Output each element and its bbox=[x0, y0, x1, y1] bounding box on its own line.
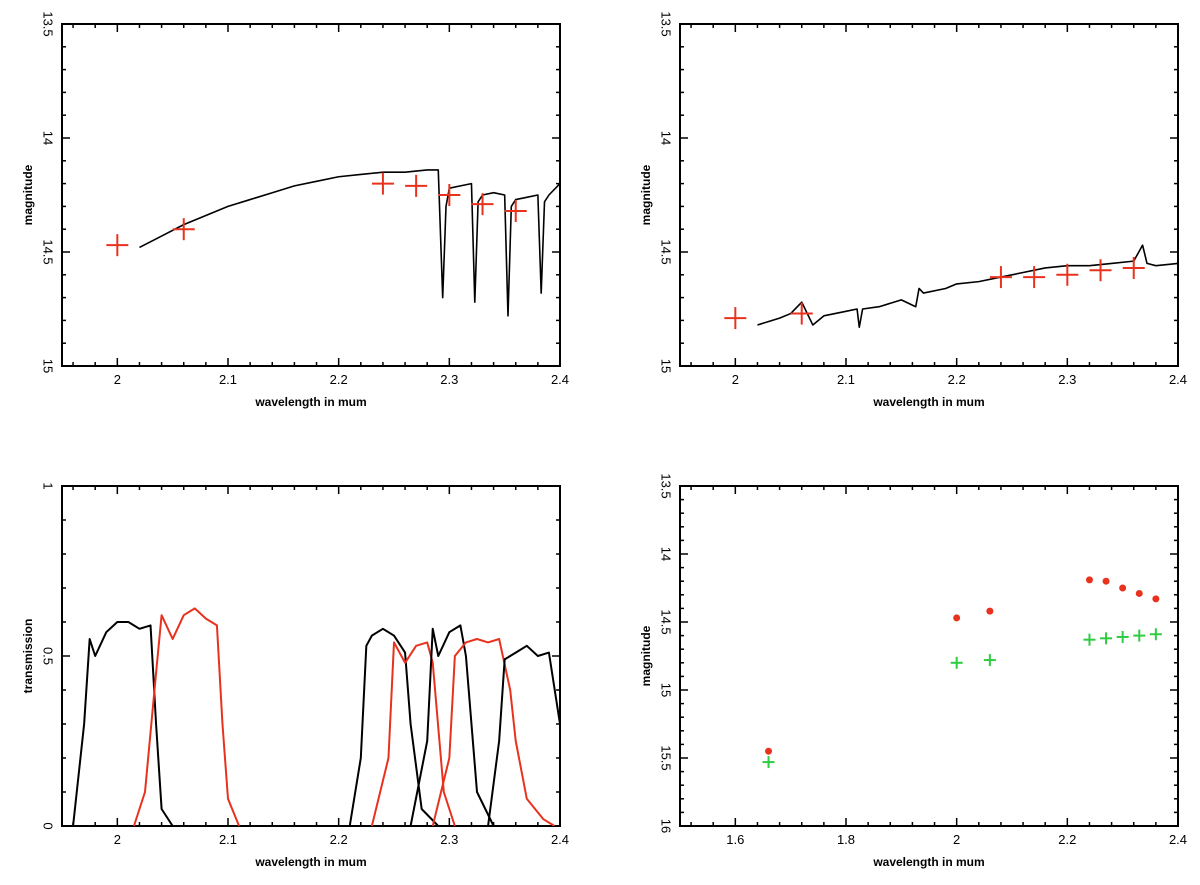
y-axis-label: magnitude bbox=[21, 164, 35, 225]
filter-curve-2 bbox=[348, 627, 439, 826]
plus-marker bbox=[504, 199, 527, 222]
y-tick-label: 13.5 bbox=[659, 11, 674, 36]
x-tick-label: 2.2 bbox=[1058, 832, 1076, 847]
dot-marker bbox=[765, 747, 773, 755]
plus-marker bbox=[1149, 628, 1162, 641]
plus-marker bbox=[1100, 632, 1113, 645]
x-tick-label: 2.2 bbox=[948, 372, 966, 387]
plot-frame bbox=[679, 23, 1179, 367]
y-tick-label: 14.5 bbox=[41, 239, 56, 264]
y-tick-label: 13.5 bbox=[659, 473, 674, 498]
y-tick-label: 16 bbox=[659, 819, 674, 833]
y-axis-label: magnitude bbox=[639, 625, 653, 686]
plus-marker bbox=[106, 234, 129, 257]
y-tick-label: 15 bbox=[659, 359, 674, 373]
filter-curve-1 bbox=[132, 607, 240, 826]
x-tick-label: 2.2 bbox=[330, 832, 348, 847]
x-axis-label: wavelength in mum bbox=[254, 395, 366, 409]
plot-area bbox=[106, 169, 560, 317]
y-axis-label: transmission bbox=[21, 619, 35, 694]
x-tick-label: 2 bbox=[114, 832, 121, 847]
dot-marker bbox=[1152, 595, 1160, 603]
chart-panel-top-left: 2 2.1 2.2 2.3 2.4 13.5 14 14.5 15 wavelength in m… bbox=[21, 11, 569, 409]
plus-marker bbox=[1122, 256, 1145, 279]
plot-frame bbox=[61, 485, 561, 827]
plus-marker bbox=[371, 172, 394, 195]
x-tick-label: 1.6 bbox=[726, 832, 744, 847]
plus-marker bbox=[983, 654, 996, 667]
x-axis-label: wavelength in mum bbox=[254, 855, 366, 869]
x-tick-label: 2.4 bbox=[1169, 832, 1187, 847]
y-tick-label: 1 bbox=[41, 482, 56, 489]
dot-marker bbox=[1135, 589, 1143, 597]
plot-area bbox=[724, 244, 1178, 330]
plus-marker bbox=[989, 266, 1012, 289]
x-tick-label: 2.4 bbox=[551, 372, 569, 387]
plus-marker bbox=[1056, 263, 1079, 286]
x-tick-label: 2.4 bbox=[551, 832, 569, 847]
filter-curve-5 bbox=[431, 638, 555, 826]
x-tick-label: 2.3 bbox=[1058, 372, 1076, 387]
x-tick-label: 2.1 bbox=[837, 372, 855, 387]
plot-area bbox=[762, 576, 1162, 769]
y-tick-label: 13.5 bbox=[41, 11, 56, 36]
plot-frame bbox=[61, 23, 561, 367]
chart-panel-top-right: 2 2.1 2.2 2.3 2.4 13.5 14 14.5 15 wavelength in m… bbox=[639, 11, 1187, 409]
plus-marker bbox=[1023, 266, 1046, 289]
dot-marker bbox=[986, 607, 994, 615]
plus-marker bbox=[471, 193, 494, 216]
y-tick-label: 14 bbox=[659, 547, 674, 561]
y-axis-label: magnitude bbox=[639, 164, 653, 225]
chart-panel-bottom-right: 1.6 1.8 2 2.2 2.4 13.5 14 14.5 15 15.5 16 wavelengt… bbox=[639, 473, 1187, 869]
x-tick-label: 2 bbox=[114, 372, 121, 387]
dot-marker bbox=[1119, 584, 1127, 592]
dot-marker bbox=[1085, 576, 1093, 584]
filter-curve-4 bbox=[409, 624, 495, 826]
x-tick-label: 2.3 bbox=[440, 832, 458, 847]
plot-area bbox=[72, 607, 560, 826]
y-tick-label: 14.5 bbox=[659, 239, 674, 264]
plus-marker bbox=[950, 656, 963, 669]
filter-curve-3 bbox=[370, 641, 456, 826]
plus-marker bbox=[1083, 633, 1096, 646]
chart-panel-bottom-left: 2 2.1 2.2 2.3 2.4 0 0.5 1 wavelength in mum trans… bbox=[21, 482, 569, 869]
plus-marker bbox=[724, 307, 747, 330]
plus-marker bbox=[790, 302, 813, 325]
x-tick-label: 2.3 bbox=[440, 372, 458, 387]
x-tick-label: 2 bbox=[732, 372, 739, 387]
plus-marker bbox=[405, 174, 428, 197]
x-tick-label: 2 bbox=[953, 832, 960, 847]
x-tick-label: 2.1 bbox=[219, 832, 237, 847]
plus-marker bbox=[762, 756, 775, 769]
plus-marker bbox=[1089, 259, 1112, 282]
plus-marker bbox=[1116, 630, 1129, 643]
spectrum-line-0 bbox=[139, 169, 560, 317]
y-tick-label: 14 bbox=[659, 131, 674, 145]
y-tick-label: 14.5 bbox=[659, 609, 674, 634]
plus-marker bbox=[1133, 629, 1146, 642]
dot-marker bbox=[1102, 577, 1110, 585]
y-tick-label: 15.5 bbox=[659, 745, 674, 770]
y-tick-label: 0.5 bbox=[41, 647, 56, 665]
spectrum-line-0 bbox=[757, 244, 1178, 329]
plot-frame bbox=[679, 485, 1179, 827]
filter-curve-0 bbox=[72, 621, 174, 826]
dot-marker bbox=[953, 614, 961, 622]
x-tick-label: 2.4 bbox=[1169, 372, 1187, 387]
y-tick-label: 14 bbox=[41, 131, 56, 145]
y-tick-label: 15 bbox=[659, 683, 674, 697]
y-tick-label: 0 bbox=[41, 822, 56, 829]
y-tick-label: 15 bbox=[41, 359, 56, 373]
filter-curve-6 bbox=[487, 644, 560, 826]
x-tick-label: 2.1 bbox=[219, 372, 237, 387]
x-tick-label: 2.2 bbox=[330, 372, 348, 387]
x-axis-label: wavelength in mum bbox=[872, 395, 984, 409]
plus-marker bbox=[438, 184, 461, 206]
x-axis-label: wavelength in mum bbox=[872, 855, 984, 869]
plus-marker bbox=[172, 218, 195, 241]
x-tick-label: 1.8 bbox=[837, 832, 855, 847]
